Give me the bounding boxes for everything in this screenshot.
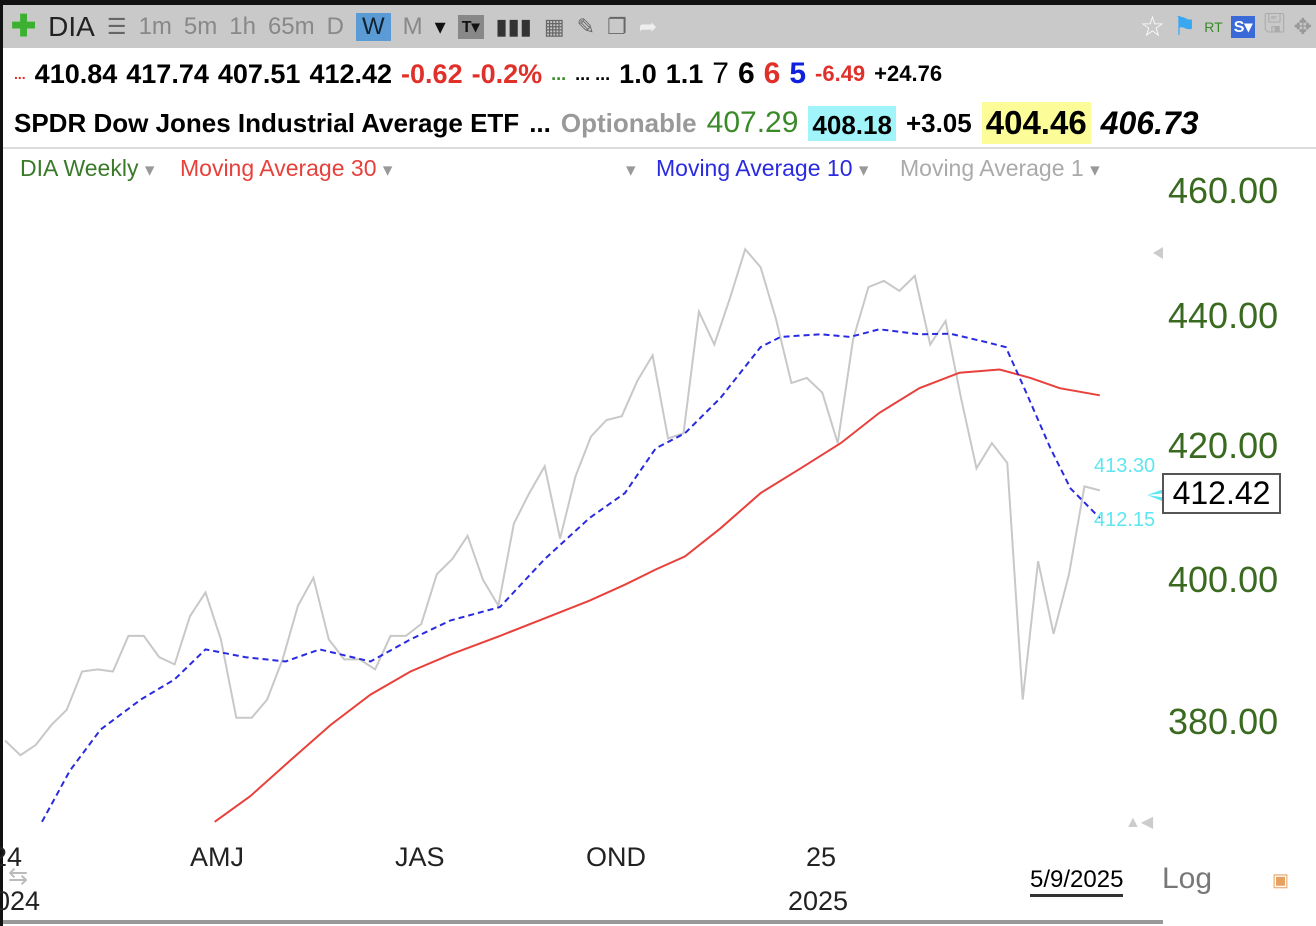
- share-icon[interactable]: ➦: [638, 13, 658, 39]
- legend-main-label: DIA Weekly: [20, 155, 139, 181]
- quote-menu[interactable]: ...: [14, 66, 26, 82]
- table-icon[interactable]: ▦: [543, 13, 565, 39]
- s-menu-icon[interactable]: S▾: [1230, 15, 1256, 38]
- quote-row: ... 410.84 417.74 407.51 412.42 -0.62 -0…: [14, 52, 942, 96]
- count-1: 7: [712, 57, 729, 90]
- security-name: SPDR Dow Jones Industrial Average ETF: [14, 107, 520, 138]
- delta-2: +24.76: [874, 61, 943, 86]
- y-tick: 460.00: [1168, 170, 1279, 211]
- count-3: 6: [763, 57, 781, 90]
- price-chart[interactable]: [3, 150, 1163, 830]
- interval-w[interactable]: W: [355, 12, 391, 41]
- toolbar-right: ☆ ⚑ RT S▾ 🖫 ✥: [1140, 5, 1312, 48]
- marker-icon: [1147, 489, 1163, 495]
- x-tick: JAS: [395, 842, 445, 872]
- interval-5m[interactable]: 5m: [183, 12, 218, 40]
- interval-1m[interactable]: 1m: [138, 12, 172, 40]
- scroll-up-icon[interactable]: ▲◀: [1125, 814, 1154, 831]
- y-tick: 440.00: [1168, 295, 1279, 336]
- ma-high-label: 413.30: [1094, 455, 1156, 477]
- legend-ma30[interactable]: Moving Average 30 ▾: [180, 155, 393, 181]
- delta-1: -6.49: [815, 61, 866, 86]
- change-pct: -0.2%: [471, 58, 543, 89]
- x-tick: 24: [0, 842, 23, 872]
- value-1: 1.0: [619, 58, 657, 89]
- price-1: 407.29: [706, 106, 799, 139]
- count-2: 6: [737, 57, 755, 90]
- move-icon[interactable]: ✥: [1293, 13, 1312, 39]
- y-tick: 420.00: [1168, 425, 1279, 466]
- star-icon[interactable]: ☆: [1139, 11, 1165, 42]
- year-label: 2025: [788, 886, 849, 916]
- price-line: [4, 247, 1101, 757]
- legend-dropdown[interactable]: ▾: [626, 160, 636, 181]
- legend-ma1[interactable]: Moving Average 1 ▾: [900, 155, 1100, 181]
- value-2: 1.1: [665, 58, 704, 89]
- open: 410.84: [34, 58, 118, 89]
- year-label: 2024: [0, 886, 41, 916]
- scrollbar[interactable]: [3, 920, 1163, 924]
- divider: [3, 147, 1316, 149]
- folder-icon[interactable]: ❐: [607, 13, 627, 39]
- save-icon[interactable]: 🖫: [1263, 7, 1286, 38]
- text-tool-icon[interactable]: T▾: [457, 14, 484, 39]
- close: 412.42: [309, 58, 393, 89]
- lock-icon[interactable]: ▣: [1272, 870, 1290, 890]
- scroll-left-icon[interactable]: [1153, 247, 1163, 259]
- legend: DIA Weekly ▾ Moving Average 30 ▾ ▾ Movin…: [20, 155, 1160, 185]
- symbol-label[interactable]: DIA: [48, 10, 95, 42]
- legend-ma1-label: Moving Average 1: [900, 155, 1084, 181]
- legend-ma10-label: Moving Average 10: [656, 155, 853, 181]
- high: 417.74: [126, 58, 209, 89]
- last-price-box: 412.42: [1162, 473, 1281, 514]
- log-toggle[interactable]: Log: [1162, 862, 1213, 895]
- dots: ...: [551, 63, 567, 84]
- legend-ma30-label: Moving Average 30: [180, 155, 377, 181]
- add-icon[interactable]: ✚: [11, 10, 37, 43]
- optionable-label: Optionable: [560, 107, 697, 138]
- marker-icon: [1147, 495, 1163, 502]
- x-tick: OND: [586, 842, 646, 872]
- date-label[interactable]: 5/9/2025: [1030, 866, 1124, 897]
- low: 407.51: [217, 58, 301, 89]
- ma30-line: [214, 368, 1100, 823]
- x-tick: AMJ: [190, 842, 244, 872]
- interval-m[interactable]: M: [402, 12, 423, 40]
- price-5: 406.73: [1100, 104, 1199, 141]
- ma-low-label: 412.15: [1094, 509, 1156, 531]
- scroll-arrows-icon[interactable]: ⇆: [8, 863, 29, 890]
- price-2: 408.18: [808, 105, 896, 141]
- toolbar: ✚ DIA ☰ 1m 5m 1h 65m D W M ▾ T▾ ▮▮▮ ▦ ✎ …: [3, 5, 1316, 48]
- flag-icon[interactable]: ⚑: [1172, 11, 1197, 41]
- legend-main[interactable]: DIA Weekly ▾: [20, 155, 155, 181]
- price-3: +3.05: [905, 107, 972, 138]
- bar-chart-icon[interactable]: ▮▮▮: [495, 13, 532, 39]
- x-tick: 25: [806, 842, 837, 872]
- y-tick: 400.00: [1168, 559, 1279, 600]
- info-row: SPDR Dow Jones Industrial Average ETF ..…: [14, 100, 1199, 146]
- dots: ... ...: [575, 63, 611, 84]
- change: -0.62: [401, 58, 463, 89]
- interval-d[interactable]: D: [326, 12, 344, 40]
- pencil-icon[interactable]: ✎: [576, 13, 596, 39]
- ma10-line: [41, 328, 1101, 823]
- count-4: 5: [789, 57, 807, 90]
- price-4: 404.46: [981, 102, 1091, 144]
- more[interactable]: ...: [529, 107, 551, 138]
- realtime-icon[interactable]: RT: [1204, 18, 1223, 35]
- legend-ma10[interactable]: Moving Average 10 ▾: [656, 155, 869, 181]
- dropdown-icon[interactable]: ▾: [434, 13, 446, 39]
- interval-1h[interactable]: 1h: [229, 12, 256, 40]
- interval-65m[interactable]: 65m: [267, 12, 315, 40]
- y-tick: 380.00: [1168, 701, 1279, 742]
- list-icon[interactable]: ☰: [106, 13, 127, 39]
